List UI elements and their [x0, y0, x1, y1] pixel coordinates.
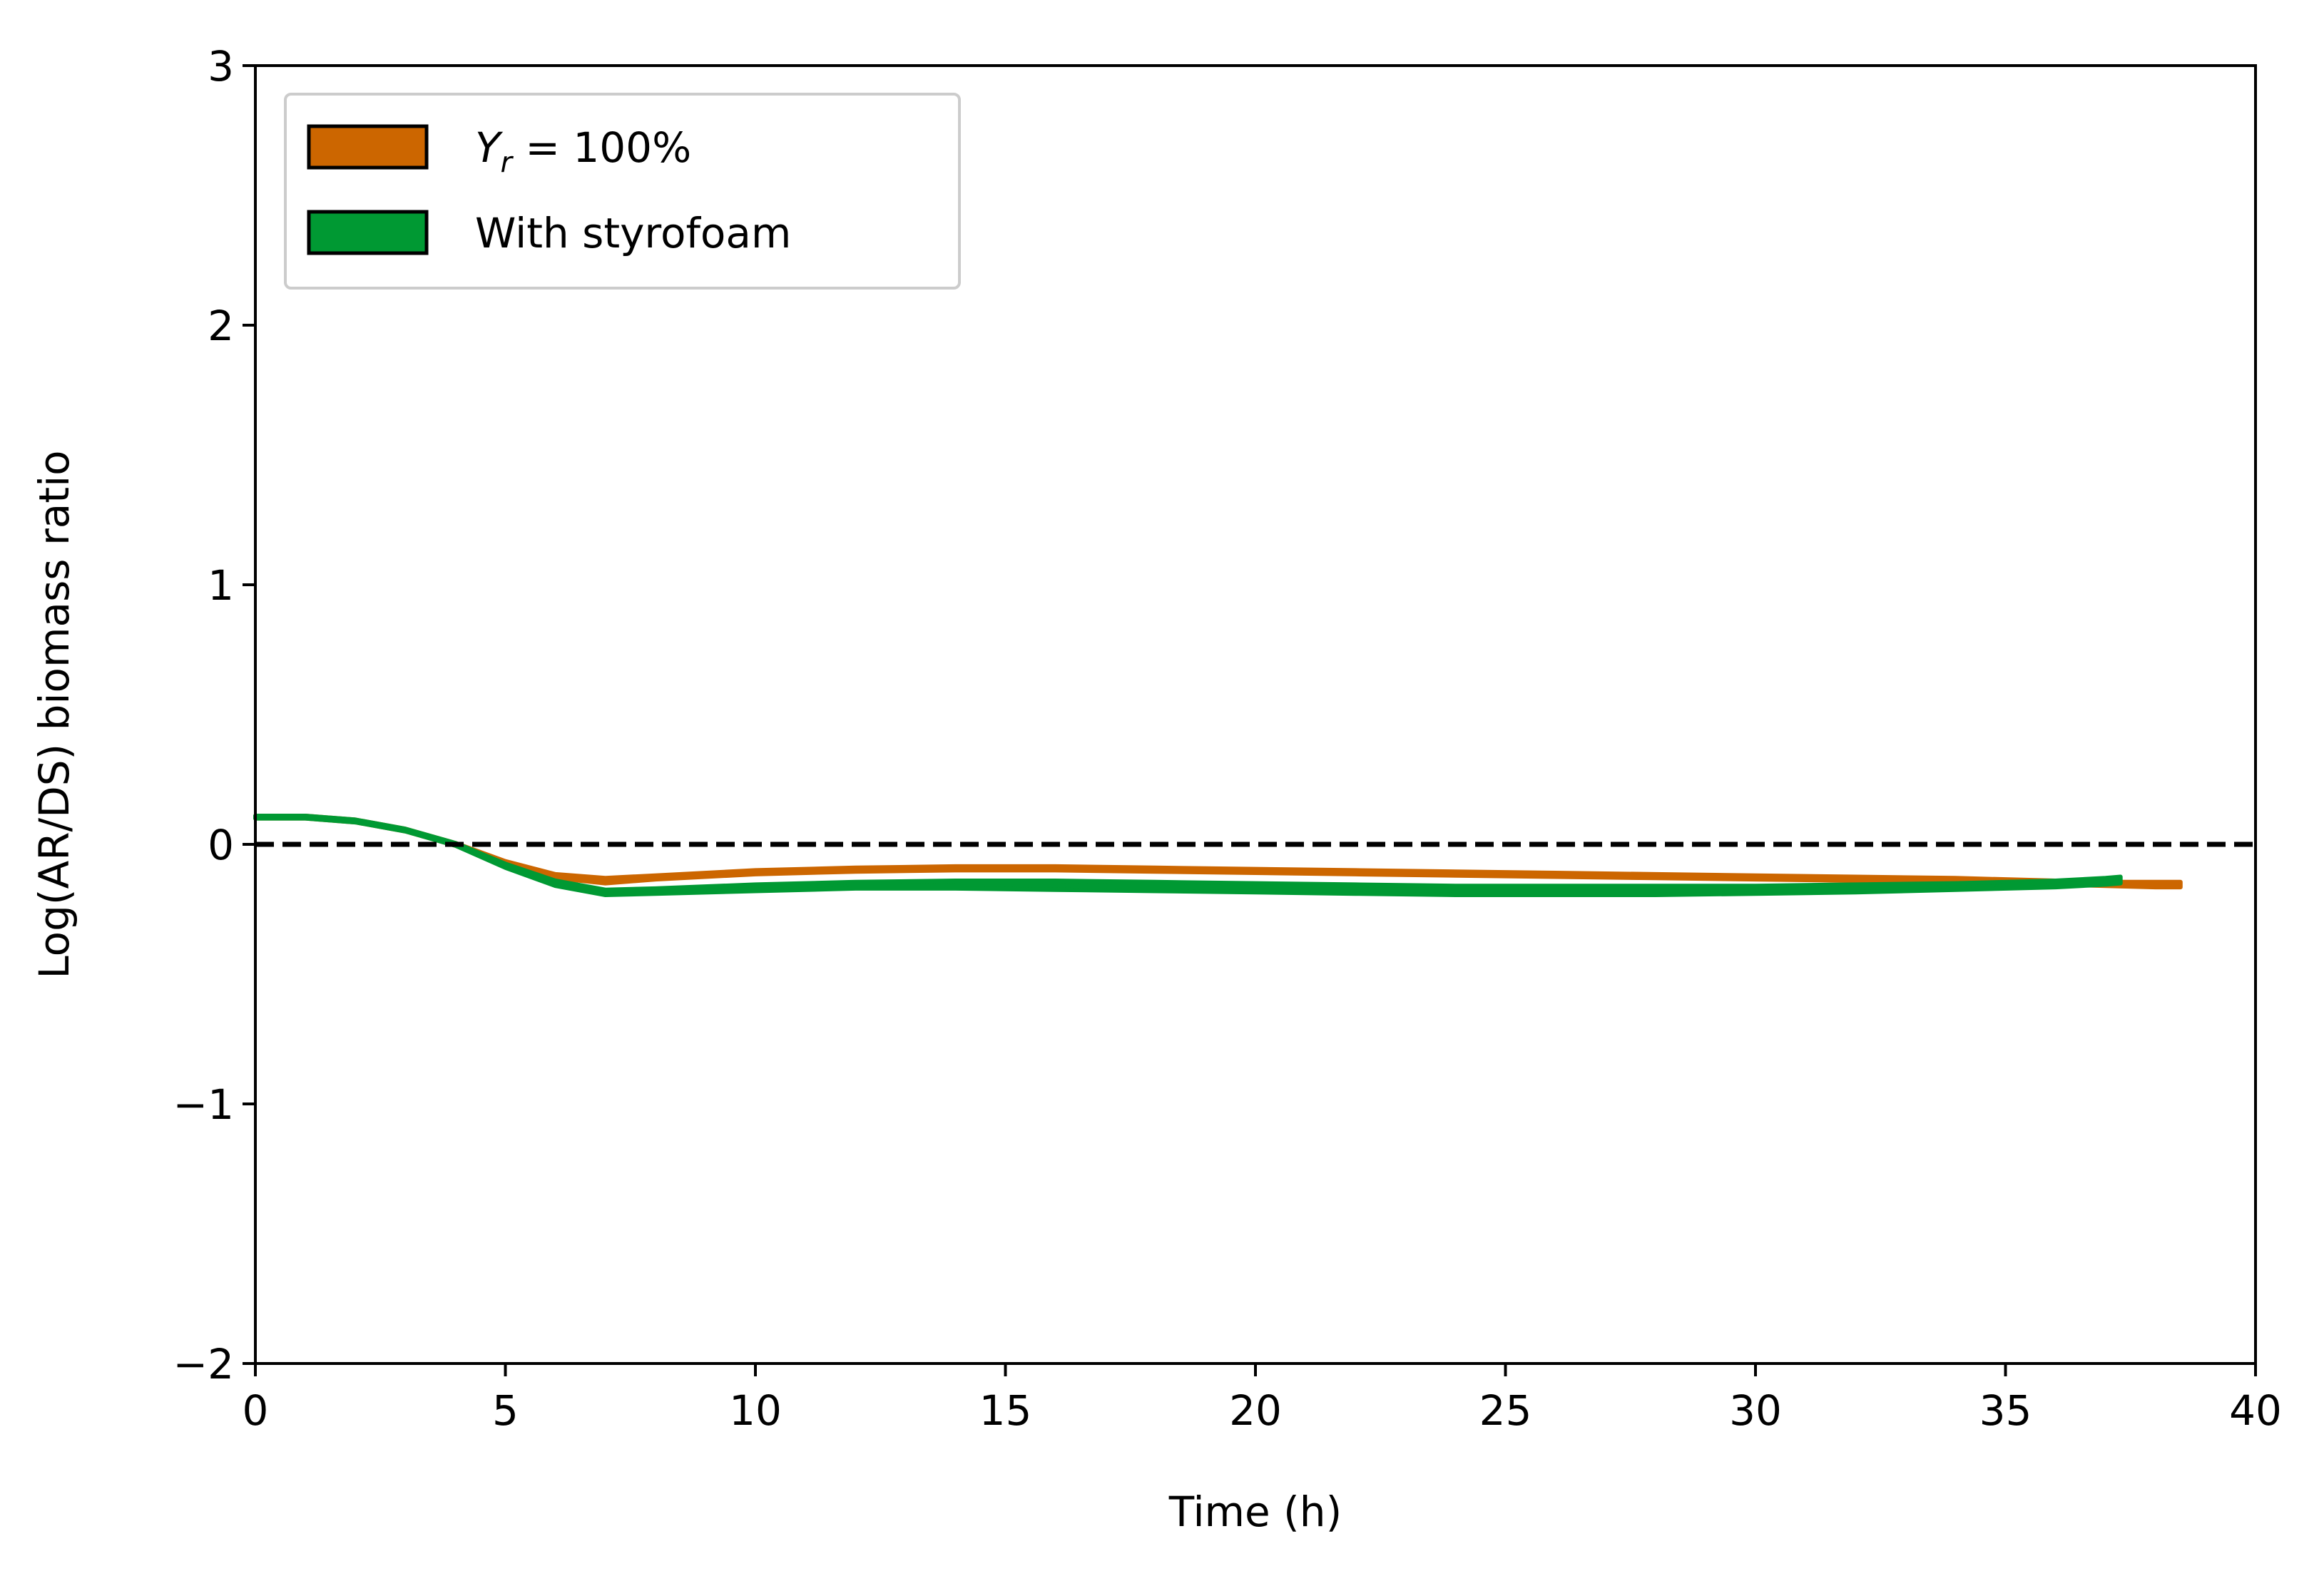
- plot-area: [253, 64, 2257, 1365]
- y-tick-label: 2: [208, 302, 234, 350]
- legend-label-with-styrofoam: With styrofoam: [475, 209, 791, 257]
- x-tick-label: 25: [1479, 1386, 1532, 1435]
- x-tick-label: 30: [1729, 1386, 1782, 1435]
- y-tick-label: 0: [208, 821, 234, 869]
- y-axis-ticks: −2 −1 0 1 2 3: [173, 42, 255, 1388]
- y-axis-label: Log(AR/DS) biomass ratio: [30, 450, 78, 978]
- x-tick-label: 20: [1229, 1386, 1282, 1435]
- x-tick-label: 0: [243, 1386, 269, 1435]
- y-tick-label: −2: [173, 1340, 235, 1388]
- y-tick-label: 1: [208, 561, 234, 610]
- y-tick-label: 3: [208, 42, 234, 91]
- x-axis-label: Time (h): [1168, 1488, 1342, 1536]
- legend-label-subscript: r: [500, 146, 514, 179]
- legend-swatch-yr-100: [307, 124, 429, 170]
- legend-label-variable: Y: [475, 123, 504, 172]
- x-tick-label: 40: [2229, 1386, 2282, 1435]
- x-tick-label: 5: [492, 1386, 519, 1435]
- x-tick-label: 15: [979, 1386, 1032, 1435]
- legend: Yr = 100% With styrofoam: [284, 93, 961, 290]
- legend-swatch-with-styrofoam: [307, 210, 429, 255]
- x-axis-ticks: 0 5 10 15 20 25 30 35 40: [243, 1363, 2282, 1435]
- series-band-yr-100: [253, 814, 2183, 890]
- x-tick-label: 35: [1979, 1386, 2032, 1435]
- legend-box: [284, 93, 961, 290]
- legend-label-yr-100: Yr = 100%: [475, 123, 691, 179]
- legend-label-rest: = 100%: [512, 123, 691, 172]
- series-layer: [253, 814, 2183, 897]
- series-band-with-styrofoam: [253, 814, 2123, 897]
- y-tick-label: −1: [173, 1080, 235, 1129]
- x-tick-label: 10: [729, 1386, 782, 1435]
